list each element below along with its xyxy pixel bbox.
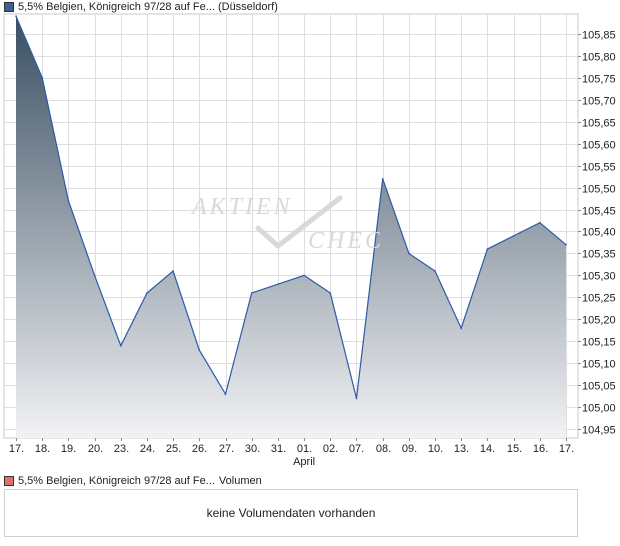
x-tick-label: 07. <box>349 443 364 455</box>
price-legend-label: 5,5% Belgien, Königreich 97/28 auf Fe...… <box>18 1 278 13</box>
data-point <box>408 252 410 255</box>
price-legend-swatch <box>4 2 14 12</box>
y-tick-label: 105,20 <box>582 315 616 327</box>
volume-panel: keine Volumendaten vorhanden <box>4 489 578 537</box>
x-tick-label: 09. <box>402 443 417 455</box>
data-point <box>224 393 227 395</box>
data-point <box>303 274 305 277</box>
data-point <box>120 344 122 347</box>
data-point <box>146 292 148 294</box>
y-tick-label: 105,50 <box>582 184 616 196</box>
x-tick-label: 02. <box>323 443 338 455</box>
y-tick-label: 105,40 <box>582 227 616 239</box>
y-tick-label: 105,25 <box>582 293 616 305</box>
y-tick-label: 105,05 <box>582 381 616 393</box>
data-point <box>329 292 332 294</box>
data-point <box>355 397 358 400</box>
volume-empty-message: keine Volumendaten vorhanden <box>206 506 376 520</box>
data-point <box>172 270 174 272</box>
x-tick-label: 20. <box>88 443 103 455</box>
y-tick-label: 105,75 <box>582 74 616 86</box>
price-legend: 5,5% Belgien, Königreich 97/28 auf Fe...… <box>4 0 278 14</box>
data-point <box>250 292 253 294</box>
y-tick-label: 105,80 <box>582 52 616 64</box>
volume-legend: 5,5% Belgien, Königreich 97/28 auf Fe...… <box>4 474 262 488</box>
x-tick-label: 25. <box>166 443 181 455</box>
y-tick-label: 105,15 <box>582 337 616 349</box>
data-point <box>512 235 515 237</box>
volume-legend-suffix: Volumen <box>218 475 262 487</box>
x-tick-label: 26. <box>192 443 207 455</box>
data-point <box>381 178 384 180</box>
volume-legend-swatch <box>4 476 14 486</box>
x-tick-label: 17. <box>559 443 574 455</box>
y-tick-label: 105,45 <box>582 206 616 218</box>
data-point <box>434 270 436 272</box>
x-tick-label: 16. <box>533 443 548 455</box>
series-area <box>16 16 566 438</box>
x-tick-label: 01. <box>297 443 312 455</box>
y-tick-label: 105,85 <box>582 30 616 42</box>
x-tick-label: 14. <box>480 443 495 455</box>
data-point <box>460 327 463 330</box>
x-tick-label: 15. <box>507 443 522 455</box>
x-tick-label: 30. <box>245 443 260 455</box>
x-tick-label: 23. <box>114 443 129 455</box>
y-tick-label: 105,55 <box>582 162 616 174</box>
y-tick-label: 105,65 <box>582 118 616 130</box>
data-point <box>93 274 96 277</box>
x-tick-label: 18. <box>35 443 50 455</box>
y-tick-label: 105,00 <box>582 403 616 415</box>
data-point <box>277 283 279 286</box>
x-tick-label: 27. <box>219 443 234 455</box>
data-point <box>565 243 567 246</box>
series-line <box>15 15 567 399</box>
data-point <box>15 15 17 17</box>
y-tick-label: 105,70 <box>582 96 616 108</box>
x-month-label: April <box>293 456 315 468</box>
x-tick-label: 31. <box>271 443 286 455</box>
data-point <box>198 349 201 351</box>
x-tick-label: 13. <box>454 443 469 455</box>
y-tick-label: 105,35 <box>582 249 616 261</box>
data-point <box>539 221 541 224</box>
x-tick-label: 19. <box>61 443 76 455</box>
x-tick-label: 10. <box>428 443 443 455</box>
data-point <box>41 76 43 79</box>
data-point <box>486 248 489 250</box>
y-tick-label: 104,95 <box>582 425 616 437</box>
x-tick-label: 24. <box>140 443 155 455</box>
x-tick-label: 08. <box>376 443 391 455</box>
volume-legend-label: 5,5% Belgien, Königreich 97/28 auf Fe... <box>18 475 215 487</box>
y-tick-label: 105,30 <box>582 271 616 283</box>
y-tick-label: 105,60 <box>582 140 616 152</box>
data-point <box>67 199 70 202</box>
x-tick-label: 17. <box>9 443 24 455</box>
y-tick-label: 105,10 <box>582 359 616 371</box>
